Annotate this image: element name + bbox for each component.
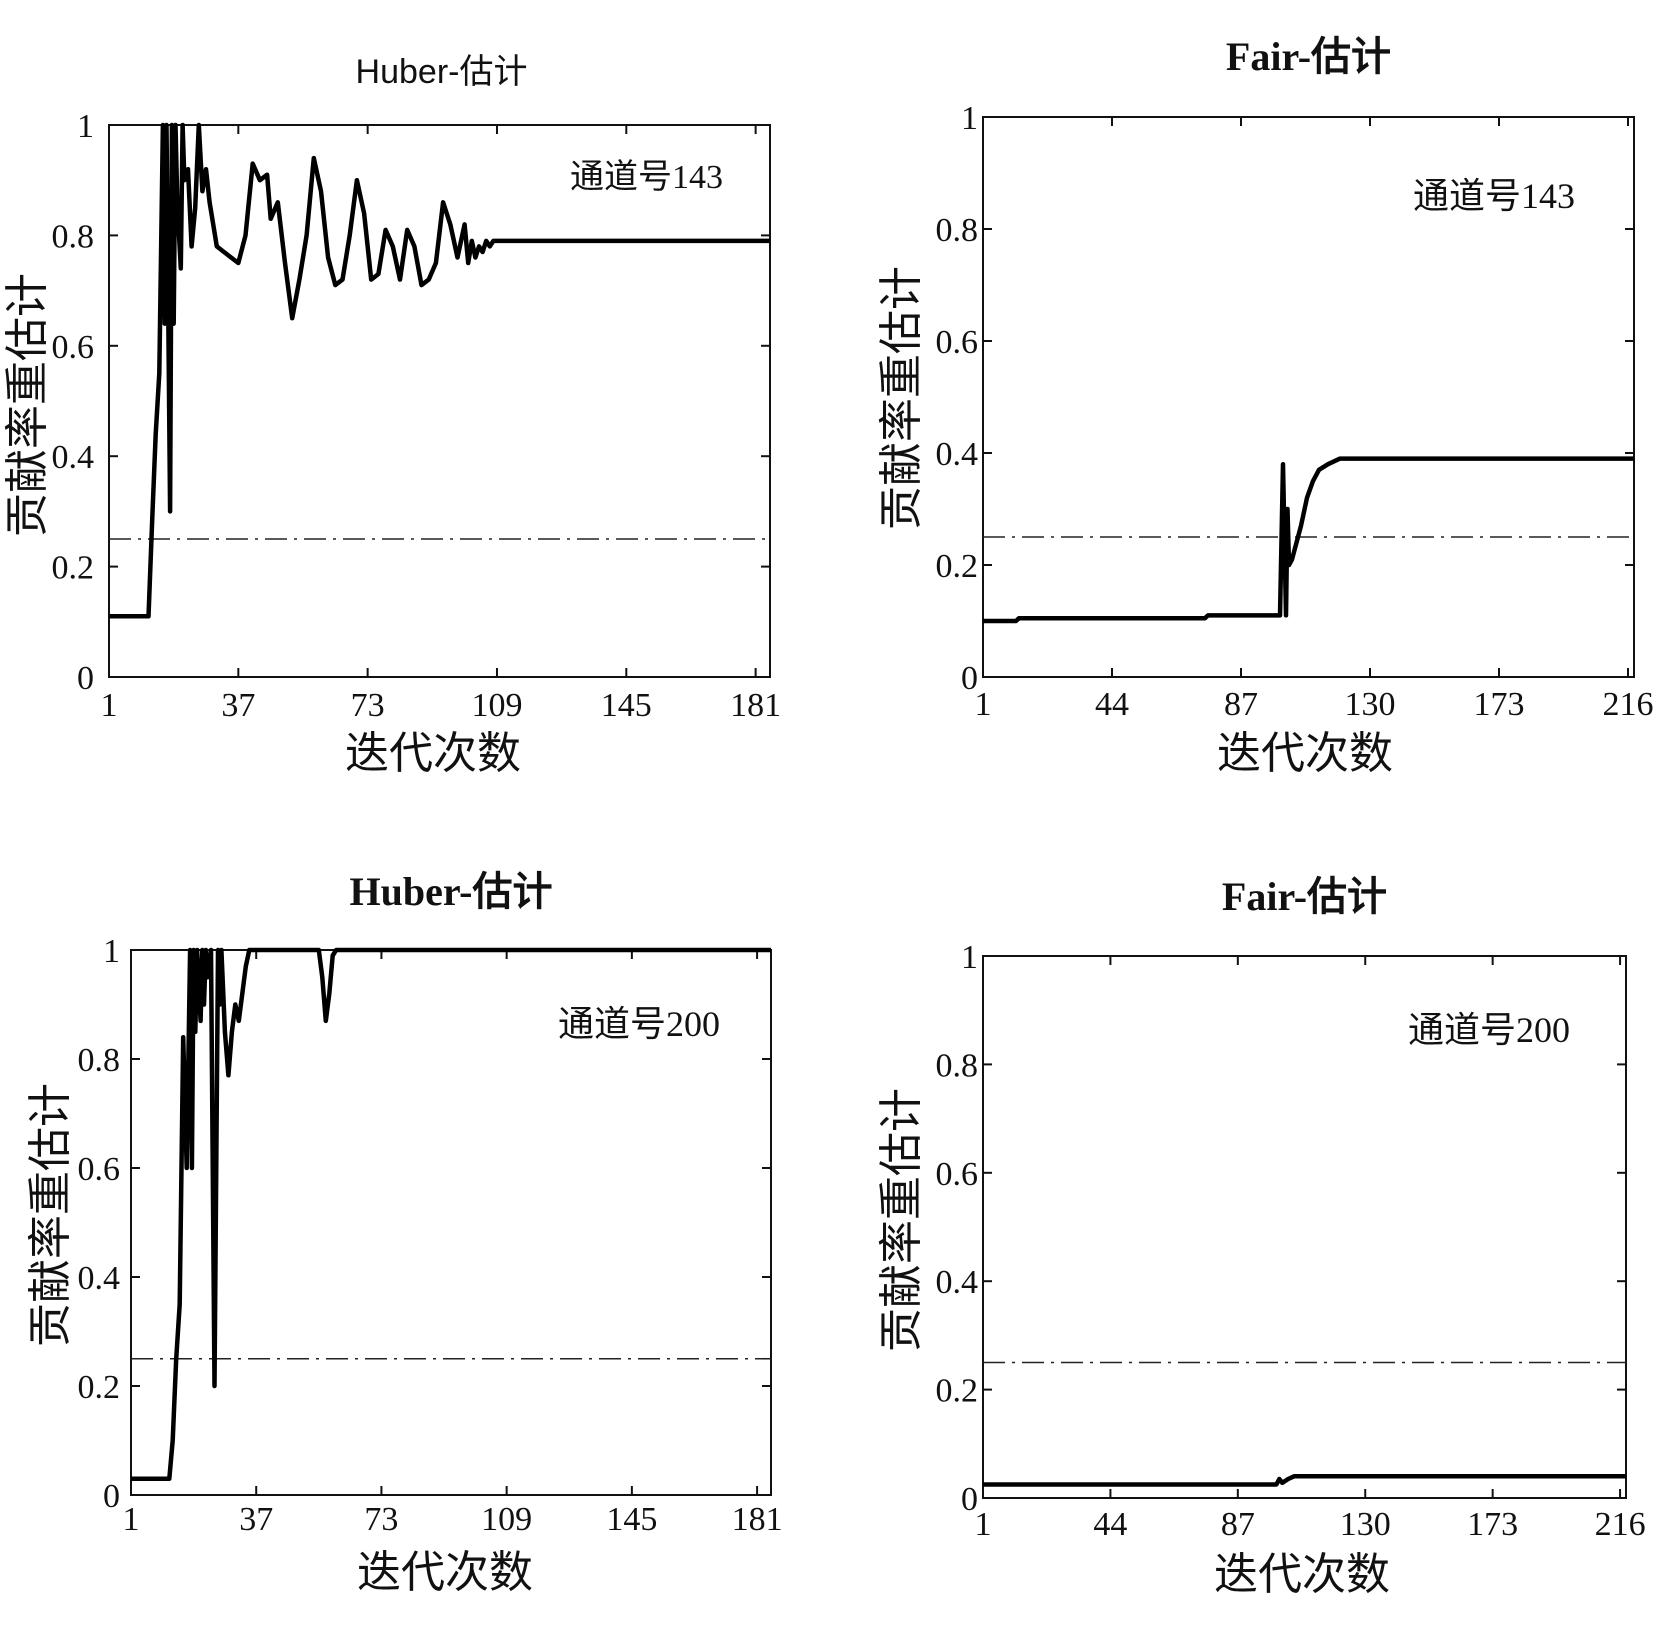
x-tick-label: 44: [1095, 686, 1129, 723]
x-tick-label: 1: [123, 1501, 140, 1538]
x-tick-label: 87: [1224, 686, 1258, 723]
x-tick-label: 1: [975, 1506, 992, 1543]
y-axis-label: 贡献率重估计: [877, 266, 926, 530]
y-tick-label: 0.8: [936, 1047, 979, 1084]
x-tick-label: 73: [351, 687, 385, 724]
x-tick-label: 37: [221, 687, 255, 724]
y-axis-label: 贡献率重估计: [877, 1088, 926, 1352]
x-tick-label: 109: [481, 1501, 532, 1538]
y-tick-label: 0.2: [78, 1369, 121, 1406]
y-tick-label: 0.6: [936, 1156, 979, 1193]
y-axis-label: 贡献率重估计: [3, 273, 52, 537]
x-tick-label: 181: [730, 687, 781, 724]
x-tick-label: 181: [732, 1501, 783, 1538]
channel-annotation: 通道号200: [558, 1004, 720, 1044]
chart-panel-4: 0 0.2 0.4 0.6 0.8 1 1 44 87 130 173 216 Fair-估计通道号20…: [877, 874, 1645, 1599]
channel-annotation: 通道号200: [1408, 1010, 1570, 1050]
x-tick-label: 173: [1467, 1506, 1518, 1543]
x-tick-label: 1: [101, 687, 118, 724]
y-tick-label: 0: [961, 1481, 978, 1518]
y-tick-label: 1: [961, 100, 978, 137]
y-tick-label: 0.2: [936, 1373, 979, 1410]
chart-title: Fair-估计: [1226, 34, 1391, 79]
x-tick-label: 87: [1221, 1506, 1255, 1543]
y-tick-label: 0.8: [52, 218, 95, 255]
y-tick-label: 1: [961, 939, 978, 976]
series-line-1: [983, 1474, 1626, 1487]
y-tick-label: 0.4: [78, 1260, 121, 1297]
y-tick-label: 0.4: [936, 1264, 979, 1301]
chart-title: Fair-估计: [1222, 874, 1387, 919]
x-tick-label: 130: [1340, 1506, 1391, 1543]
y-tick-label: 0.2: [936, 548, 979, 585]
x-tick-label: 73: [364, 1501, 398, 1538]
y-tick-label: 1: [103, 933, 120, 970]
series-line-1: [109, 122, 770, 619]
y-tick-label: 0.4: [936, 436, 979, 473]
channel-annotation: 通道号143: [1413, 176, 1575, 216]
channel-annotation: 通道号143: [570, 158, 723, 196]
x-axis-label: 迭代次数: [1217, 729, 1393, 778]
y-axis-label: 贡献率重估计: [26, 1083, 75, 1347]
x-tick-label: 145: [606, 1501, 657, 1538]
y-tick-label: 0: [961, 660, 978, 697]
x-tick-label: 37: [239, 1501, 273, 1538]
y-tick-label: 0.6: [936, 324, 979, 361]
chart-title: Huber-估计: [356, 53, 528, 91]
chart-panel-1: 0 0.2 0.4 0.6 0.8 1 1 37 73 109 145 181 Huber-估计通道号1…: [3, 53, 781, 778]
chart-panel-3: 0 0.2 0.4 0.6 0.8 1 1 37 73 109 145 181 Huber-估计通道号2…: [26, 869, 782, 1597]
chart-panel-2: 0 0.2 0.4 0.6 0.8 1 1 44 87 130 173 216 Fair-估计通道号14…: [877, 34, 1653, 778]
y-tick-label: 0.8: [78, 1042, 121, 1079]
series-line-1: [983, 456, 1634, 624]
chart-title: Huber-估计: [350, 869, 553, 914]
x-tick-label: 216: [1603, 686, 1654, 723]
axes-frame: [982, 955, 1627, 1499]
y-tick-label: 0.4: [52, 439, 95, 476]
x-tick-label: 216: [1595, 1506, 1646, 1543]
x-tick-label: 1: [975, 686, 992, 723]
x-tick-label: 109: [471, 687, 522, 724]
x-axis-label: 迭代次数: [345, 729, 521, 778]
x-tick-label: 173: [1474, 686, 1525, 723]
axes-frame: [982, 116, 1635, 678]
y-tick-label: 1: [77, 108, 94, 145]
y-tick-label: 0.6: [78, 1151, 121, 1188]
axes-frame: [108, 124, 771, 678]
series-line-1: [131, 947, 771, 1481]
y-tick-label: 0.6: [52, 329, 95, 366]
x-axis-label: 迭代次数: [357, 1548, 533, 1597]
y-tick-label: 0.2: [52, 550, 95, 587]
x-tick-label: 44: [1093, 1506, 1127, 1543]
x-tick-label: 145: [601, 687, 652, 724]
y-tick-label: 0.8: [936, 212, 979, 249]
x-tick-label: 130: [1345, 686, 1396, 723]
x-axis-label: 迭代次数: [1214, 1550, 1390, 1599]
y-tick-label: 0: [77, 660, 94, 697]
y-tick-label: 0: [103, 1478, 120, 1515]
